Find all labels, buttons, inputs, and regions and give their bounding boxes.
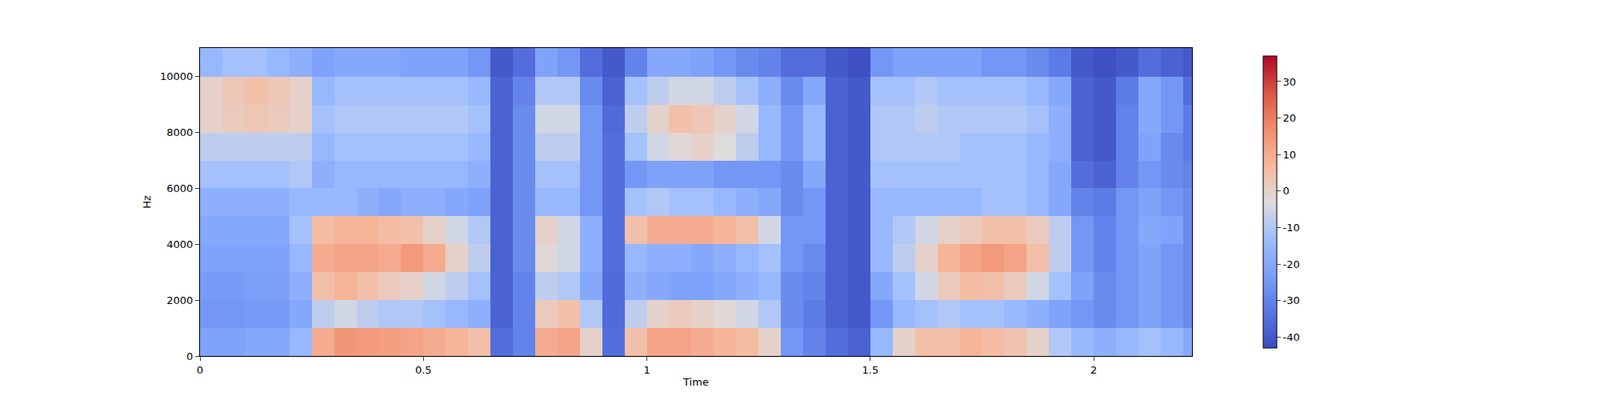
svg-text:-20: -20 (1283, 258, 1300, 271)
svg-text:-40: -40 (1283, 331, 1300, 344)
svg-text:10: 10 (1283, 148, 1297, 161)
svg-text:6000: 6000 (166, 182, 193, 195)
svg-text:10000: 10000 (160, 70, 193, 83)
svg-text:1: 1 (643, 364, 650, 376)
svg-text:-10: -10 (1283, 221, 1300, 234)
svg-text:4000: 4000 (166, 238, 193, 251)
svg-text:2: 2 (1090, 364, 1097, 376)
svg-text:0: 0 (1283, 184, 1290, 197)
svg-text:Hz: Hz (140, 195, 153, 209)
svg-text:30: 30 (1283, 75, 1297, 88)
svg-text:1.5: 1.5 (861, 364, 879, 376)
svg-text:2000: 2000 (166, 294, 193, 307)
svg-text:Time: Time (682, 376, 709, 388)
svg-text:-30: -30 (1283, 294, 1300, 307)
svg-text:20: 20 (1283, 112, 1297, 124)
svg-text:0.5: 0.5 (415, 364, 432, 376)
svg-text:8000: 8000 (166, 126, 193, 139)
svg-text:0: 0 (196, 364, 204, 376)
svg-text:0: 0 (186, 350, 193, 363)
